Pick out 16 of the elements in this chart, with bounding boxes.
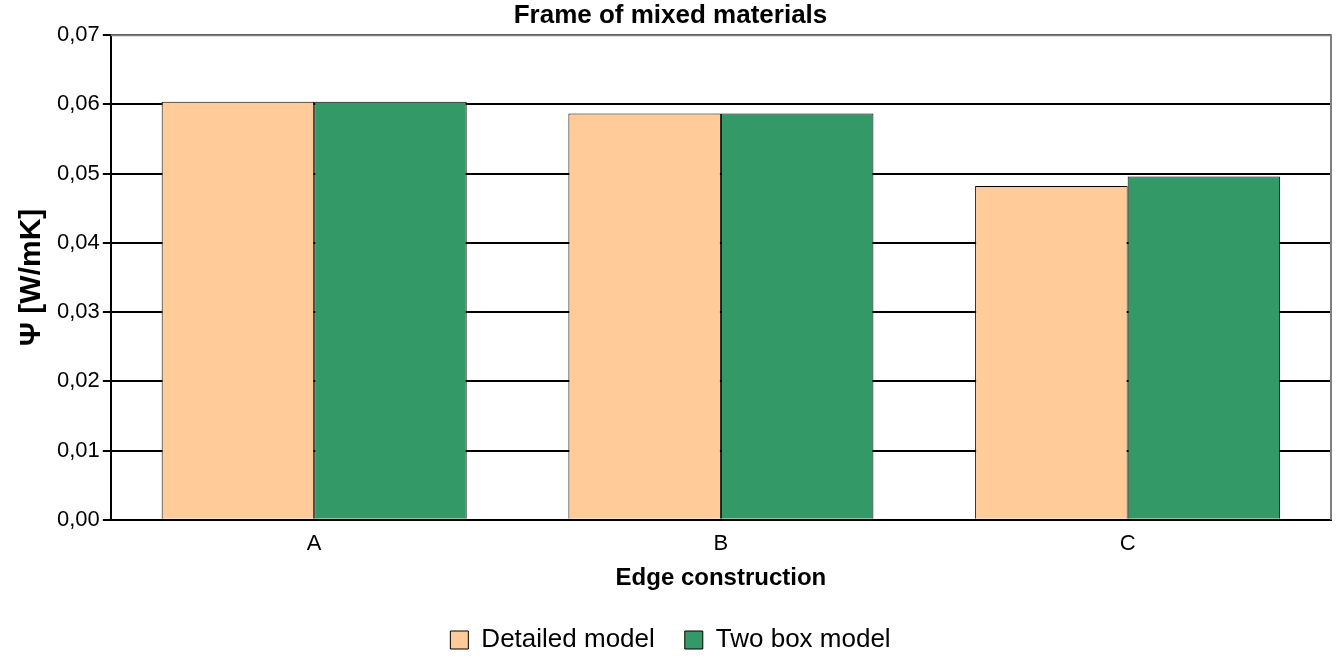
chart-title: Frame of mixed materials: [513, 0, 828, 29]
y-tick-label: 0,01: [56, 436, 100, 462]
y-tick-label: 0,03: [56, 298, 100, 324]
y-tick-label: 0,04: [56, 228, 100, 254]
y-tick-label: 0,02: [56, 367, 100, 393]
x-tick-label: C: [1119, 530, 1136, 556]
x-tick-label: A: [306, 530, 322, 556]
x-axis-title: Edge construction: [615, 563, 827, 591]
legend-label: Detailed model: [481, 623, 655, 654]
y-tick-label: 0,05: [56, 159, 100, 185]
y-tick-label: 0,00: [56, 505, 100, 531]
y-tick-label: 0,07: [56, 21, 100, 47]
legend-label: Two box model: [715, 623, 891, 654]
y-axis-title: Ψ [W/mK]: [13, 208, 47, 347]
x-tick-label: B: [713, 530, 729, 556]
y-tick-label: 0,06: [56, 90, 100, 116]
